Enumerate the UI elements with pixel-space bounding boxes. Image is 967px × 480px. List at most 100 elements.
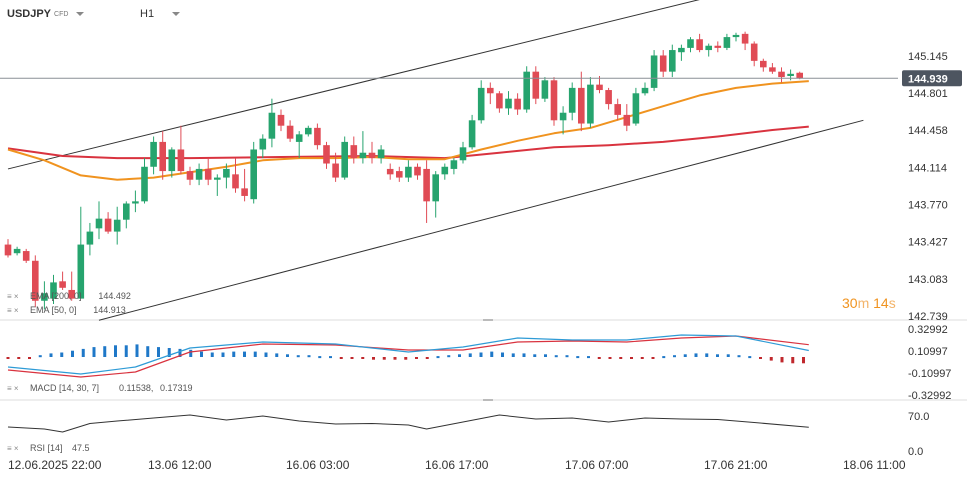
candle-body [505, 98, 512, 109]
candle-body [423, 168, 430, 202]
macd-histogram-bar [60, 352, 64, 357]
macd-tick-label: -0.32992 [908, 390, 951, 402]
macd-histogram-bar [501, 352, 504, 357]
candle-body [386, 168, 394, 175]
macd-histogram-bar [608, 357, 612, 359]
candle-body [186, 171, 194, 180]
symbol-type-badge: CFD [54, 10, 69, 18]
macd-histogram-bar [210, 352, 214, 357]
macd-histogram-bar [49, 353, 53, 357]
candle-body [223, 168, 230, 178]
macd-histogram-bar [759, 357, 762, 359]
candle-body [578, 87, 585, 124]
candle-body [241, 188, 248, 196]
macd-histogram-bar [372, 357, 375, 360]
macd-histogram-bar [393, 357, 397, 360]
macd-histogram-bar [490, 351, 494, 357]
candle-body [68, 289, 75, 299]
macd-histogram-bar [28, 357, 31, 359]
candle-body [678, 47, 685, 53]
ema50-legend-label: EMA [50, 0] [30, 305, 77, 315]
candle-body [587, 84, 594, 124]
candle-body [113, 219, 121, 232]
rsi-legend-value: 47.5 [72, 443, 90, 453]
symbol-label[interactable]: USDJPY CFD [7, 8, 85, 20]
macd-histogram-bar [683, 354, 687, 357]
macd-histogram-bar [630, 357, 633, 359]
macd-histogram-bar [232, 351, 236, 357]
macd-histogram-bar [339, 357, 343, 359]
macd-histogram-bar [662, 356, 666, 359]
candle-body [123, 203, 130, 220]
channel-lower-line [98, 119, 864, 321]
pane-resize-handle [483, 399, 493, 401]
candle-body [559, 112, 567, 121]
chevron-down-icon[interactable] [172, 12, 181, 16]
macd-histogram-bar [253, 351, 257, 357]
macd-histogram-bar [479, 352, 483, 357]
candle-body [314, 127, 321, 146]
macd-histogram-bar [576, 356, 580, 359]
candle-body [396, 171, 403, 178]
candle-body [778, 71, 785, 78]
candle-body [286, 125, 294, 139]
countdown-minutes: 30 [842, 295, 858, 311]
macd-histogram-bar [468, 353, 472, 357]
macd-histogram-bar [114, 345, 117, 357]
macd-histogram-bar [651, 357, 655, 359]
macd-histogram-bar [296, 355, 300, 358]
macd-histogram-bar [38, 355, 42, 358]
macd-histogram-bar [264, 352, 268, 357]
ema200-legend-value: 144.492 [98, 291, 131, 301]
candle-body [696, 39, 703, 51]
countdown-seconds-unit: s [888, 295, 896, 311]
macd-histogram-bar [221, 352, 225, 357]
macd-histogram-bar [404, 357, 408, 360]
last-price-tag [902, 70, 962, 87]
macd-histogram-bar [554, 355, 558, 358]
candle-body [605, 90, 612, 105]
macd-legend-label: MACD [14, 30, 7] [30, 383, 99, 393]
candle-body [95, 218, 103, 229]
macd-histogram-bar [522, 353, 526, 357]
price-tick-label: 144.458 [908, 125, 948, 137]
indicator-settings-icon: ≡ × [7, 306, 19, 315]
candle-body [295, 134, 303, 142]
countdown-seconds: 14 [873, 295, 889, 311]
symbol-name: USDJPY [7, 8, 52, 20]
candle-body [514, 98, 521, 110]
candle-body [714, 45, 722, 48]
macd-histogram-bar [802, 357, 805, 364]
candle-body [669, 50, 676, 72]
macd-histogram-bar [587, 356, 590, 359]
candle-body [141, 166, 148, 202]
timeframe-selector[interactable]: H1 [140, 8, 181, 20]
candle-body [377, 149, 385, 159]
candle-body [532, 71, 540, 99]
candle-body [305, 127, 312, 135]
macd-histogram-bar [6, 357, 10, 359]
candle-body [732, 34, 740, 38]
candle-body [86, 231, 94, 245]
channel-upper-line [7, 0, 700, 170]
candle-body [541, 80, 549, 99]
candle-body [41, 293, 48, 301]
candle-body [769, 67, 776, 72]
candle-body [741, 33, 749, 44]
macd-histogram-bar [533, 354, 537, 357]
macd-histogram-bar [640, 357, 644, 359]
candle-body [259, 138, 267, 150]
macd-histogram-bar [458, 354, 461, 357]
macd-histogram-bar [157, 347, 160, 357]
rsi-legend-label: RSI [14] [30, 443, 63, 453]
candle-body [568, 87, 576, 113]
macd-histogram-bar [329, 356, 332, 359]
candle-body [459, 147, 467, 161]
macd-legend-value: 0.11538, [119, 383, 153, 393]
candle-body [104, 218, 112, 232]
chevron-down-icon[interactable] [76, 12, 85, 16]
macd-histogram-bar [716, 354, 719, 357]
candle-body [432, 174, 439, 202]
candle-body [159, 141, 166, 172]
